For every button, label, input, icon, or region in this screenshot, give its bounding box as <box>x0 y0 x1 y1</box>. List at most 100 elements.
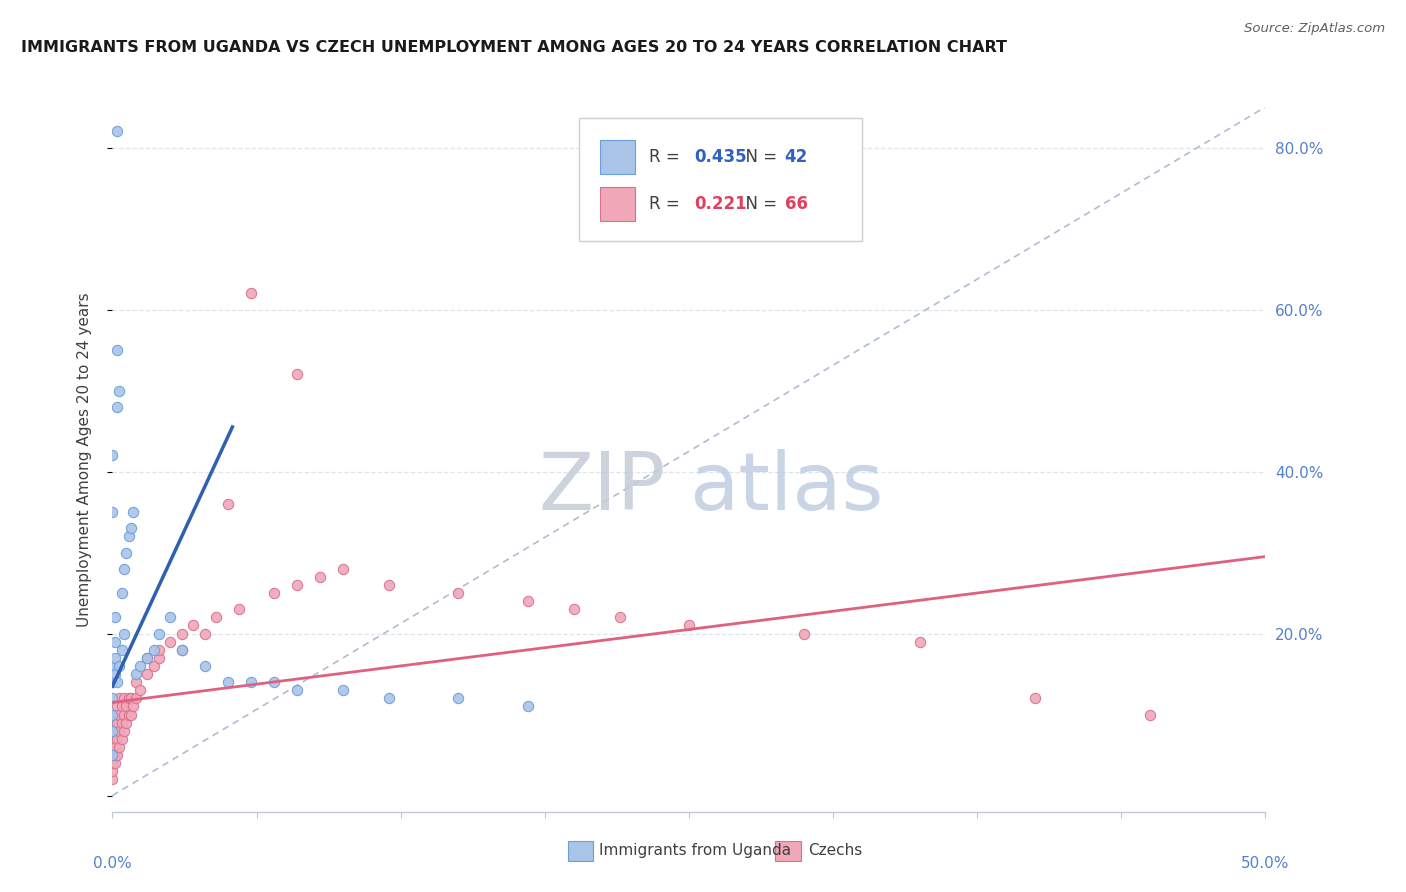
Text: ZIP: ZIP <box>538 449 666 526</box>
Text: IMMIGRANTS FROM UGANDA VS CZECH UNEMPLOYMENT AMONG AGES 20 TO 24 YEARS CORRELATI: IMMIGRANTS FROM UGANDA VS CZECH UNEMPLOY… <box>21 40 1007 55</box>
Point <box>332 562 354 576</box>
Point <box>105 731 128 746</box>
Point <box>148 650 170 665</box>
Point <box>104 756 127 771</box>
Point <box>239 675 262 690</box>
Point <box>117 691 139 706</box>
Point <box>108 707 131 722</box>
Text: 0.435: 0.435 <box>695 148 748 166</box>
Point <box>104 747 127 762</box>
Point <box>129 683 152 698</box>
Point <box>170 626 193 640</box>
Point <box>108 691 131 706</box>
Text: 0.0%: 0.0% <box>93 856 132 871</box>
Point <box>678 618 700 632</box>
Point <box>217 675 239 690</box>
Point <box>332 683 354 698</box>
Point <box>309 570 332 584</box>
Point <box>101 747 124 762</box>
Point <box>447 586 470 600</box>
Point <box>105 747 128 762</box>
Point <box>101 715 124 730</box>
Point <box>122 505 145 519</box>
Point <box>148 626 170 640</box>
Point <box>124 691 146 706</box>
Point <box>562 602 585 616</box>
Point <box>609 610 631 624</box>
Point <box>122 699 145 714</box>
Point <box>516 699 538 714</box>
Point <box>378 691 401 706</box>
Point <box>104 707 127 722</box>
Point <box>378 578 401 592</box>
Point <box>136 650 159 665</box>
Point <box>105 400 128 414</box>
Point <box>194 659 217 673</box>
FancyBboxPatch shape <box>579 118 862 241</box>
Point <box>1024 691 1046 706</box>
Text: Immigrants from Uganda: Immigrants from Uganda <box>599 843 792 858</box>
Point <box>101 448 124 462</box>
Point <box>793 626 815 640</box>
Text: 42: 42 <box>785 148 808 166</box>
Point <box>104 667 127 681</box>
Text: R =: R = <box>648 148 685 166</box>
Point <box>117 707 139 722</box>
Point <box>159 610 181 624</box>
Point <box>285 368 308 382</box>
Text: 66: 66 <box>785 195 807 213</box>
Point <box>105 715 128 730</box>
Point <box>105 699 128 714</box>
Point <box>143 659 166 673</box>
Point <box>117 529 139 543</box>
Point <box>115 545 138 559</box>
Point <box>101 659 124 673</box>
FancyBboxPatch shape <box>600 187 634 221</box>
Point <box>104 634 127 648</box>
Point <box>104 650 127 665</box>
Point <box>101 731 124 746</box>
Point <box>170 642 193 657</box>
Point <box>120 691 142 706</box>
Point <box>104 723 127 738</box>
Point <box>447 691 470 706</box>
Point <box>124 675 146 690</box>
Point <box>516 594 538 608</box>
Point <box>111 731 134 746</box>
FancyBboxPatch shape <box>600 140 634 174</box>
Point <box>112 626 135 640</box>
Point <box>101 739 124 754</box>
Point <box>101 707 124 722</box>
Point <box>105 124 128 138</box>
Text: N =: N = <box>735 148 782 166</box>
Point <box>181 618 204 632</box>
Point <box>908 634 931 648</box>
Point <box>143 642 166 657</box>
Text: Source: ZipAtlas.com: Source: ZipAtlas.com <box>1244 22 1385 36</box>
Point <box>101 691 124 706</box>
FancyBboxPatch shape <box>776 841 801 861</box>
Point <box>111 715 134 730</box>
Point <box>105 343 128 357</box>
Text: R =: R = <box>648 195 685 213</box>
Point <box>112 691 135 706</box>
Point <box>120 707 142 722</box>
Point <box>205 610 228 624</box>
Point <box>239 286 262 301</box>
Point <box>101 764 124 779</box>
Point <box>108 739 131 754</box>
Point <box>170 642 193 657</box>
Point <box>129 659 152 673</box>
Point <box>101 772 124 787</box>
Point <box>112 562 135 576</box>
Point <box>101 756 124 771</box>
Point <box>136 667 159 681</box>
Point <box>101 723 124 738</box>
Point <box>263 586 285 600</box>
Point <box>217 497 239 511</box>
Point <box>148 642 170 657</box>
Text: atlas: atlas <box>689 449 883 526</box>
Point <box>136 650 159 665</box>
Y-axis label: Unemployment Among Ages 20 to 24 years: Unemployment Among Ages 20 to 24 years <box>77 292 91 627</box>
Point <box>115 715 138 730</box>
